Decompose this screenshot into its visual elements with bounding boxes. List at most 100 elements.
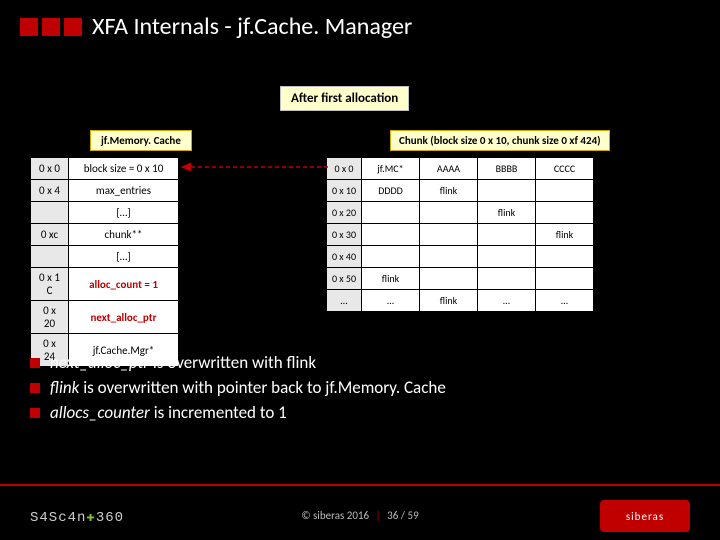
square-icon	[64, 18, 82, 36]
table-row: 0 x 50flink	[327, 268, 594, 290]
chunk-cell: CCCC	[536, 158, 594, 180]
logo-left: S4Sc4n✚360	[30, 509, 124, 526]
bullet-item: allocs_counter is incremented to 1	[30, 402, 446, 423]
bullet-rest: is incremented to 1	[150, 402, 287, 423]
table-row: 0 x 10DDDDflink	[327, 180, 594, 202]
chunk-cell: flink	[362, 268, 420, 290]
chunk-cell: AAAA	[420, 158, 478, 180]
square-icon	[20, 18, 38, 36]
value-cell: […]	[69, 202, 179, 224]
logo-left-b: 360	[96, 510, 124, 526]
chunk-cell: flink	[536, 224, 594, 246]
table-row: 0 x 20next_alloc_ptr	[31, 301, 179, 334]
addr-cell: 0 x 0	[31, 158, 69, 180]
chunk-cell: …	[478, 290, 536, 312]
slide-title: XFA Internals - jf.Cache. Manager	[92, 12, 412, 41]
chunk-badge: Chunk (block size 0 x 10, chunk size 0 x…	[390, 130, 610, 151]
after-allocation-badge: After first allocation	[280, 86, 409, 111]
chunk-cell	[536, 246, 594, 268]
bullet-square-icon	[30, 408, 40, 418]
footer: S4Sc4n✚360 © siberas 2016 | 36 / 59 sibe…	[0, 484, 720, 540]
page-number: 36 / 59	[387, 509, 419, 522]
value-cell: max_entries	[69, 180, 179, 202]
table-row: 0 x 20 flink	[327, 202, 594, 224]
addr-cell: 0 x 20	[327, 202, 362, 224]
logo-right: siberas	[600, 500, 690, 532]
bullet-emphasis: flink	[50, 377, 79, 398]
addr-cell: 0 x 30	[327, 224, 362, 246]
bullet-square-icon	[30, 358, 40, 368]
chunk-cell	[420, 268, 478, 290]
addr-cell: 0 x 10	[327, 180, 362, 202]
memorycache-badge: jf.Memory. Cache	[90, 130, 192, 151]
chunk-cell: flink	[478, 202, 536, 224]
logo-left-a: S4Sc4n	[30, 510, 86, 526]
chunk-cell	[536, 268, 594, 290]
chunk-cell: DDDD	[362, 180, 420, 202]
chunk-cell: BBBB	[478, 158, 536, 180]
copyright: © siberas 2016 | 36 / 59	[301, 509, 418, 522]
chunk-cell: flink	[420, 290, 478, 312]
square-icon	[42, 18, 60, 36]
slide-header: XFA Internals - jf.Cache. Manager	[0, 0, 720, 49]
chunk-table: 0 x 0jf.MC*AAAABBBBCCCC0 x 10DDDDflink0 …	[326, 157, 594, 312]
bullet-text: flink is overwritten with pointer back t…	[50, 377, 446, 398]
accent-squares	[20, 18, 82, 36]
bullet-rest: is overwritten with pointer back to jf.M…	[79, 377, 445, 398]
chunk-cell: …	[362, 290, 420, 312]
memorycache-table: 0 x 0block size = 0 x 100 x 4max_entries…	[30, 157, 179, 367]
addr-cell: 0 x 20	[31, 301, 69, 334]
chunk-cell	[478, 224, 536, 246]
plus-icon: ✚	[86, 510, 95, 526]
addr-cell: 0 x 40	[327, 246, 362, 268]
separator: |	[376, 509, 381, 522]
chunk-cell: flink	[420, 180, 478, 202]
addr-cell: 0 x 50	[327, 268, 362, 290]
table-row: 0 x 0block size = 0 x 10	[31, 158, 179, 180]
bullet-item: flink is overwritten with pointer back t…	[30, 377, 446, 398]
chunk-cell	[478, 246, 536, 268]
addr-cell: 0 x 0	[327, 158, 362, 180]
table-row: ……flink……	[327, 290, 594, 312]
addr-cell: …	[327, 290, 362, 312]
addr-cell	[31, 246, 69, 268]
copyright-text: © siberas 2016	[301, 509, 369, 522]
chunk-cell	[420, 202, 478, 224]
bullet-rest: is overwritten with flink	[149, 352, 316, 373]
table-row: 0 x 4max_entries	[31, 180, 179, 202]
table-row: 0 x 30 flink	[327, 224, 594, 246]
table-row: 0 x 1 Calloc_count = 1	[31, 268, 179, 301]
bullet-emphasis: allocs_counter	[50, 402, 150, 423]
chunk-cell	[536, 202, 594, 224]
chunk-cell	[362, 246, 420, 268]
bullet-emphasis: next_alloc_ptr	[50, 352, 149, 373]
chunk-cell	[420, 224, 478, 246]
bullet-list: next_alloc_ptr is overwritten with flink…	[30, 352, 446, 427]
table-row: […]	[31, 202, 179, 224]
table-row: 0 x 40	[327, 246, 594, 268]
chunk-cell	[420, 246, 478, 268]
value-cell: alloc_count = 1	[69, 268, 179, 301]
value-cell: next_alloc_ptr	[69, 301, 179, 334]
value-cell: block size = 0 x 10	[69, 158, 179, 180]
chunk-cell: jf.MC*	[362, 158, 420, 180]
addr-cell: 0 x 1 C	[31, 268, 69, 301]
chunk-cell	[536, 180, 594, 202]
addr-cell: 0 xc	[31, 224, 69, 246]
chunk-cell	[478, 268, 536, 290]
addr-cell	[31, 202, 69, 224]
table-row: 0 x 0jf.MC*AAAABBBBCCCC	[327, 158, 594, 180]
bullet-text: next_alloc_ptr is overwritten with flink	[50, 352, 316, 373]
value-cell: […]	[69, 246, 179, 268]
value-cell: chunk**	[69, 224, 179, 246]
bullet-item: next_alloc_ptr is overwritten with flink	[30, 352, 446, 373]
chunk-cell	[362, 202, 420, 224]
chunk-cell: …	[536, 290, 594, 312]
table-row: 0 xcchunk**	[31, 224, 179, 246]
chunk-cell	[362, 224, 420, 246]
chunk-cell	[478, 180, 536, 202]
bullet-text: allocs_counter is incremented to 1	[50, 402, 287, 423]
addr-cell: 0 x 4	[31, 180, 69, 202]
table-row: […]	[31, 246, 179, 268]
bullet-square-icon	[30, 383, 40, 393]
